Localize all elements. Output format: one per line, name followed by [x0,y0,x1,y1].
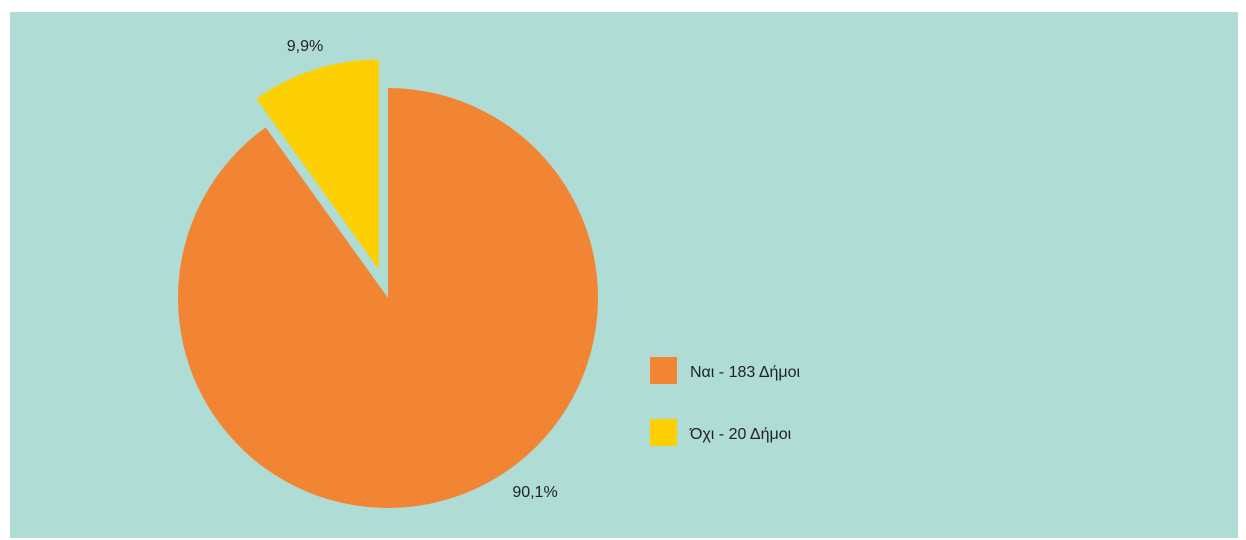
slice-value-label: 9,9% [287,38,323,55]
legend-label: Ναι - 183 Δήμοι [690,364,801,381]
slice-labels: 90,1% 9,9% [287,38,558,501]
pie-slices [178,59,598,508]
pie-slice [256,59,379,270]
legend-swatch [650,357,677,384]
slice-value-label: 90,1% [512,484,557,501]
pie-slice [178,88,598,508]
legend-swatch [650,419,677,446]
chart-legend: Ναι - 183 Δήμοι Όχι - 20 Δήμοι [650,357,801,446]
legend-label: Όχι - 20 Δήμοι [689,426,792,443]
